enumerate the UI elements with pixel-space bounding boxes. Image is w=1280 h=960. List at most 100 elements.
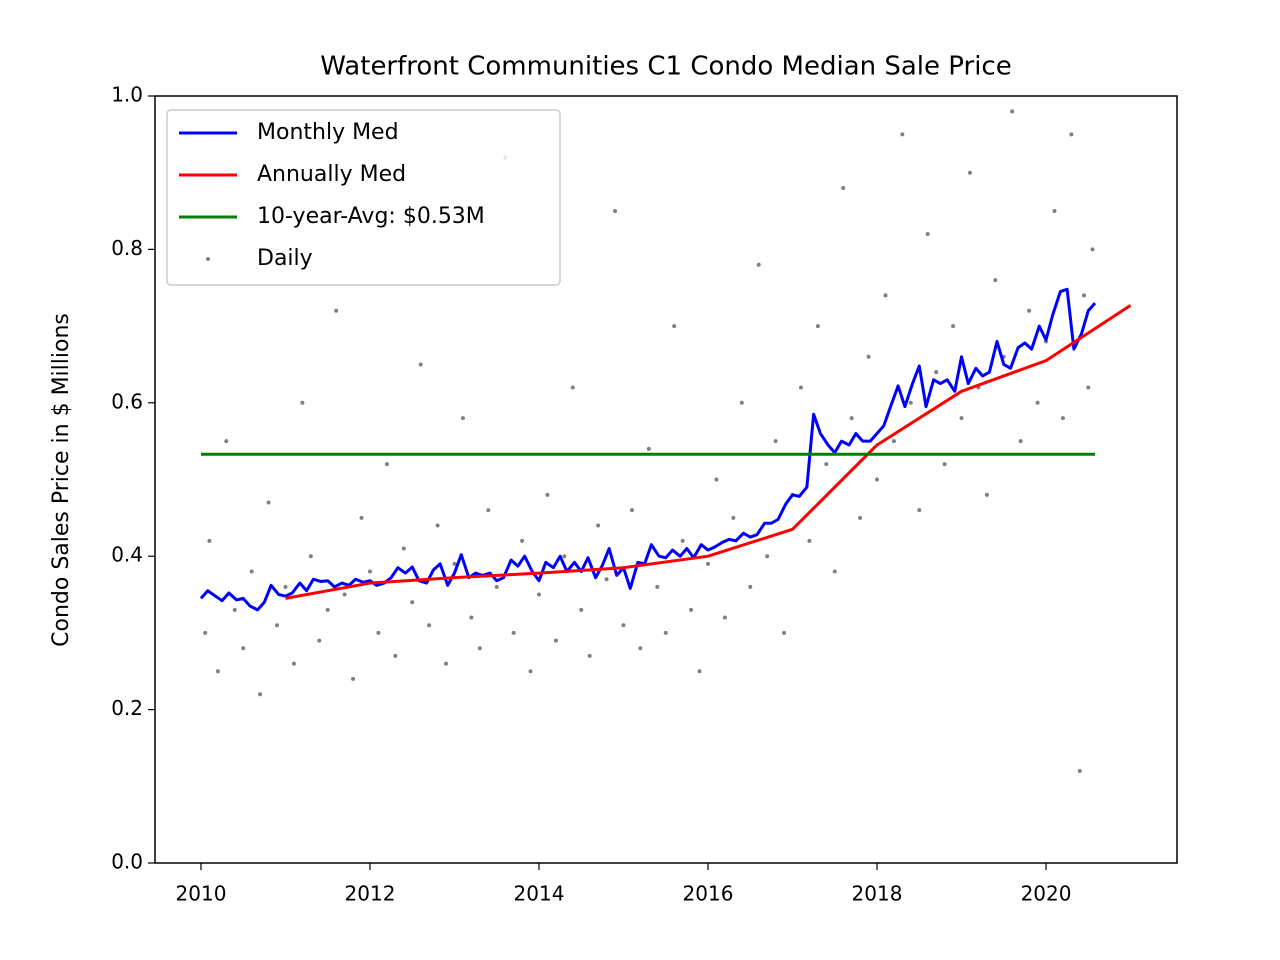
daily-point bbox=[291, 661, 296, 666]
daily-point bbox=[351, 676, 356, 681]
daily-point bbox=[570, 385, 575, 390]
daily-point bbox=[427, 623, 432, 628]
daily-point bbox=[714, 477, 719, 482]
legend-box bbox=[166, 109, 561, 286]
daily-point bbox=[1090, 247, 1095, 252]
daily-point bbox=[511, 630, 516, 635]
x-tick-label: 2016 bbox=[683, 882, 734, 906]
daily-point bbox=[300, 400, 305, 405]
daily-point bbox=[376, 630, 381, 635]
daily-point bbox=[663, 630, 668, 635]
daily-point bbox=[798, 385, 803, 390]
daily-point bbox=[739, 400, 744, 405]
y-tick-label: 0.6 bbox=[111, 389, 143, 413]
daily-point bbox=[815, 324, 820, 329]
daily-point bbox=[460, 416, 465, 421]
daily-point bbox=[418, 362, 423, 367]
daily-point bbox=[241, 646, 246, 651]
daily-point bbox=[697, 669, 702, 674]
daily-point bbox=[984, 492, 989, 497]
daily-point bbox=[1077, 768, 1082, 773]
daily-point bbox=[951, 324, 956, 329]
daily-point bbox=[807, 538, 812, 543]
daily-point bbox=[444, 661, 449, 666]
daily-point bbox=[731, 515, 736, 520]
daily-point bbox=[469, 615, 474, 620]
daily-point bbox=[452, 561, 457, 566]
daily-point bbox=[562, 554, 567, 559]
legend-label: Daily bbox=[257, 246, 313, 271]
daily-point bbox=[1060, 416, 1065, 421]
legend-marker bbox=[206, 257, 210, 261]
daily-point bbox=[401, 546, 406, 551]
daily-point bbox=[900, 132, 905, 137]
daily-point bbox=[410, 600, 415, 605]
daily-point bbox=[1018, 439, 1023, 444]
y-tick-label: 0.8 bbox=[111, 236, 143, 260]
daily-point bbox=[993, 278, 998, 283]
x-tick-label: 2010 bbox=[176, 882, 227, 906]
daily-point bbox=[587, 653, 592, 658]
daily-point bbox=[705, 561, 710, 566]
daily-point bbox=[824, 462, 829, 467]
daily-point bbox=[883, 293, 888, 298]
daily-point bbox=[596, 523, 601, 528]
daily-point bbox=[536, 592, 541, 597]
daily-point bbox=[308, 554, 313, 559]
daily-point bbox=[545, 492, 550, 497]
daily-point bbox=[748, 584, 753, 589]
y-tick-label: 0.4 bbox=[111, 543, 143, 567]
legend-label: 10-year-Avg: $0.53M bbox=[257, 204, 485, 229]
daily-point bbox=[756, 262, 761, 267]
daily-point bbox=[925, 232, 930, 237]
daily-point bbox=[1052, 209, 1057, 214]
daily-point bbox=[765, 554, 770, 559]
daily-point bbox=[1069, 132, 1074, 137]
daily-point bbox=[638, 646, 643, 651]
daily-point bbox=[275, 623, 280, 628]
daily-point bbox=[908, 400, 913, 405]
daily-point bbox=[207, 538, 212, 543]
daily-point bbox=[891, 439, 896, 444]
daily-point bbox=[203, 630, 208, 635]
daily-point bbox=[1010, 109, 1015, 114]
daily-point bbox=[528, 669, 533, 674]
daily-point bbox=[866, 354, 871, 359]
daily-point bbox=[875, 477, 880, 482]
daily-point bbox=[680, 538, 685, 543]
daily-point bbox=[672, 324, 677, 329]
daily-point bbox=[367, 569, 372, 574]
daily-point bbox=[782, 630, 787, 635]
daily-point bbox=[959, 416, 964, 421]
daily-point bbox=[934, 370, 939, 375]
daily-point bbox=[342, 592, 347, 597]
daily-point bbox=[494, 584, 499, 589]
daily-point bbox=[629, 508, 634, 513]
daily-point bbox=[384, 462, 389, 467]
daily-point bbox=[841, 186, 846, 191]
daily-point bbox=[317, 638, 322, 643]
daily-point bbox=[858, 515, 863, 520]
daily-point bbox=[477, 646, 482, 651]
x-tick-label: 2020 bbox=[1021, 882, 1072, 906]
daily-point bbox=[917, 508, 922, 513]
daily-point bbox=[393, 653, 398, 658]
daily-point bbox=[613, 209, 618, 214]
plot-area bbox=[199, 109, 1132, 773]
series-line bbox=[285, 304, 1132, 600]
daily-point bbox=[435, 523, 440, 528]
daily-point bbox=[1086, 385, 1091, 390]
x-tick-label: 2014 bbox=[514, 882, 565, 906]
daily-point bbox=[646, 446, 651, 451]
series-line bbox=[199, 287, 1097, 612]
daily-point bbox=[215, 669, 220, 674]
x-tick-label: 2012 bbox=[345, 882, 396, 906]
y-tick-label: 0.2 bbox=[111, 696, 143, 720]
legend-label: Annually Med bbox=[257, 162, 406, 187]
daily-point bbox=[579, 607, 584, 612]
daily-point bbox=[334, 308, 339, 313]
daily-point bbox=[1027, 308, 1032, 313]
legend-label: Monthly Med bbox=[257, 120, 399, 145]
daily-point bbox=[621, 623, 626, 628]
daily-point bbox=[224, 439, 229, 444]
